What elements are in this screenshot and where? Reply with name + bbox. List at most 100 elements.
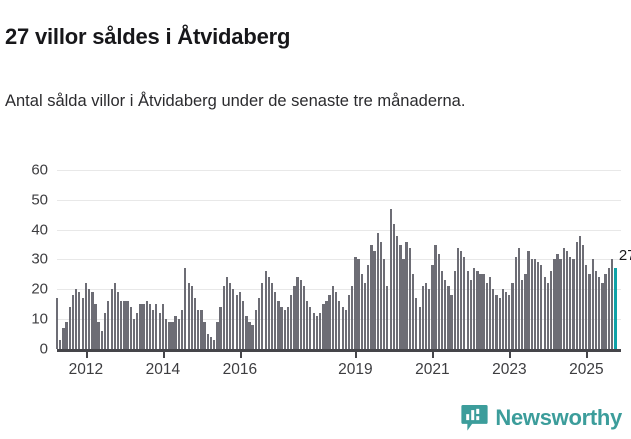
bar: [322, 304, 325, 349]
bar-series: [55, 164, 621, 349]
bar: [380, 241, 383, 349]
bar: [411, 274, 415, 349]
bar: [328, 295, 331, 349]
bar: [219, 307, 222, 349]
bar: [113, 283, 116, 349]
bar: [456, 247, 460, 349]
bar: [251, 325, 254, 349]
bar: [341, 307, 344, 349]
bar: [149, 304, 152, 349]
y-axis-tick-label: 10: [31, 310, 48, 328]
bar: [135, 313, 139, 349]
bar: [238, 292, 241, 349]
bar: [373, 250, 376, 349]
bar: [591, 259, 595, 349]
bar: [479, 274, 482, 349]
bar: [415, 298, 418, 349]
bar: [556, 253, 559, 349]
bar: [601, 283, 604, 349]
bar-chart: 0 10 20 30 40 50 60 2012 2014 2016 2019 2021 2023 20…: [0, 150, 631, 395]
bar: [168, 322, 171, 349]
chart-footer: Newsworthy: [0, 398, 631, 439]
bar: [190, 286, 193, 349]
bar: [97, 322, 100, 349]
bar: [248, 322, 251, 349]
bar: [312, 313, 315, 349]
bar: [264, 271, 267, 349]
bar: [498, 298, 501, 349]
bar: [267, 277, 270, 349]
bar: [232, 289, 235, 349]
bar: [482, 274, 485, 349]
bar: [139, 304, 142, 349]
bar: [116, 292, 119, 349]
bar: [520, 280, 524, 349]
bar: [334, 292, 338, 349]
x-axis-tick: [432, 349, 435, 358]
bar: [466, 271, 469, 349]
plot-area: [55, 164, 621, 349]
bar: [347, 295, 350, 349]
bar-chart-speech-bubble-icon: [461, 404, 489, 431]
bar: [132, 319, 136, 349]
bar: [443, 280, 447, 349]
bar: [469, 280, 472, 349]
bar: [299, 280, 302, 349]
bar: [437, 253, 441, 349]
bar: [180, 310, 184, 349]
bar: [472, 268, 476, 349]
bar: [91, 292, 94, 349]
bar: [212, 340, 216, 349]
bar: [193, 298, 196, 349]
bar: [120, 301, 123, 349]
bar: [559, 259, 562, 349]
bar: [184, 268, 187, 349]
bar: [533, 259, 537, 349]
bar: [270, 283, 273, 349]
bar: [145, 301, 148, 349]
bar: [476, 271, 479, 349]
bar: [405, 241, 408, 349]
bar: [110, 289, 113, 349]
page-title: 27 villor såldes i Åtvidaberg: [5, 23, 291, 49]
bar: [392, 223, 395, 349]
bar: [296, 277, 299, 349]
bar: [527, 250, 530, 349]
bar: [488, 277, 492, 349]
bar: [200, 310, 203, 349]
newsworthy-logo[interactable]: Newsworthy: [461, 404, 622, 432]
bar: [318, 313, 322, 349]
bar: [155, 304, 158, 349]
bar: [588, 274, 591, 349]
bar: [286, 307, 290, 349]
bar: [575, 241, 578, 349]
bar: [203, 322, 206, 349]
bar: [453, 271, 456, 349]
gridline: [57, 199, 621, 201]
bar: [75, 289, 78, 349]
bar: [399, 244, 402, 349]
bar: [421, 286, 424, 349]
bar: [78, 292, 81, 349]
bar: [65, 322, 68, 349]
bar: [543, 277, 546, 349]
y-axis-labels: 0 10 20 30 40 50 60: [0, 162, 48, 356]
y-axis-tick-label: 20: [31, 280, 48, 298]
bar: [501, 289, 504, 349]
bar: [505, 292, 508, 349]
bar: [450, 295, 453, 349]
bar: [107, 301, 110, 349]
bar: [357, 259, 360, 349]
bar: [402, 259, 405, 349]
bar: [216, 322, 219, 349]
bar: [81, 298, 84, 349]
x-axis-tick-label: 2023: [492, 361, 527, 378]
bar: [261, 283, 264, 349]
bar: [226, 277, 229, 349]
bar: [389, 208, 392, 349]
bar: [331, 286, 335, 349]
bar: [607, 268, 610, 349]
bar: [492, 289, 495, 349]
bar: [306, 301, 309, 349]
bar: [197, 310, 200, 349]
